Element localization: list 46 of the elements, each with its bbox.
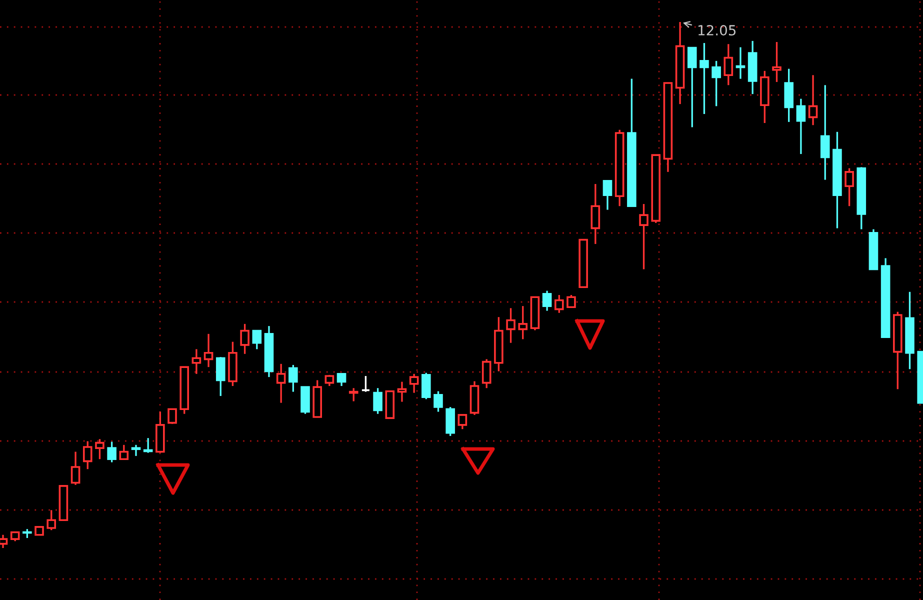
candlestick	[204, 333, 214, 368]
candlestick	[700, 42, 709, 115]
candlestick	[724, 43, 734, 86]
candlestick	[373, 387, 382, 415]
candlestick	[712, 60, 721, 107]
candlestick	[168, 408, 177, 425]
candlestick	[216, 356, 226, 397]
candlestick	[796, 98, 806, 155]
candlestick	[446, 406, 455, 437]
candlestick	[736, 46, 746, 80]
candlestick	[820, 84, 830, 181]
candlestick	[131, 444, 141, 457]
candlestick	[808, 74, 818, 126]
candlestick	[348, 387, 358, 402]
candlestick	[409, 373, 419, 394]
candlestick	[361, 375, 370, 393]
candlestick	[143, 437, 153, 454]
candlestick	[687, 46, 697, 128]
candlestick	[192, 348, 202, 375]
candlestick	[95, 438, 104, 460]
candlestick	[542, 290, 552, 312]
candlestick	[240, 323, 250, 355]
candlestick	[70, 450, 80, 486]
candlestick	[336, 372, 346, 387]
candlestick	[590, 183, 600, 245]
candlestick	[276, 363, 286, 404]
candlestick	[434, 390, 443, 413]
candlestick	[602, 180, 612, 211]
candlestick	[506, 307, 516, 344]
candlestick	[566, 294, 576, 308]
candlestick	[46, 509, 56, 531]
candlestick	[288, 364, 298, 393]
candlestick	[397, 380, 407, 403]
candlestick	[518, 305, 528, 340]
candlestick	[844, 167, 854, 207]
candlestick	[421, 372, 431, 400]
candlestick	[639, 203, 648, 270]
candlestick	[107, 440, 116, 464]
candlestick	[458, 414, 468, 430]
candlestick	[119, 444, 129, 460]
candlestick	[252, 330, 262, 350]
annotation: 12.05	[698, 24, 736, 36]
candlestick	[554, 294, 564, 314]
candlestick	[482, 358, 492, 389]
candlestick	[82, 440, 92, 470]
candlestick	[772, 41, 782, 83]
